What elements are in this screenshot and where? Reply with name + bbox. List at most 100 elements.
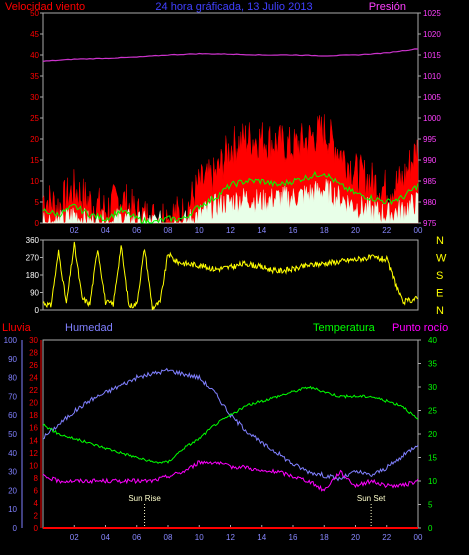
wind-x-tick: 00 [414, 226, 423, 235]
direction-tick: 270 [26, 254, 40, 263]
climate-x-tick: 16 [289, 533, 298, 542]
temperature-tick: 30 [428, 383, 437, 392]
rain-tick: 18 [29, 411, 38, 420]
temperature-tick: 5 [428, 501, 433, 510]
temperature-tick: 10 [428, 477, 437, 486]
pressure-tick: 980 [423, 198, 437, 207]
direction-panel-frame [42, 239, 419, 311]
pressure-tick: 1005 [423, 93, 441, 102]
humidity-tick: 30 [8, 468, 17, 477]
compass-label: N [436, 305, 444, 317]
wind-x-tick: 10 [195, 226, 204, 235]
wind-x-tick: 20 [351, 226, 360, 235]
compass-label: W [436, 253, 447, 265]
climate-x-tick: 10 [195, 533, 204, 542]
wind-speed-tick: 25 [30, 114, 39, 123]
wind-speed-tick: 40 [30, 51, 39, 60]
pressure-tick: 995 [423, 135, 437, 144]
wind-speed-tick: 45 [30, 30, 39, 39]
dewpoint-label: Punto rocío [392, 322, 448, 334]
wind-x-tick: 02 [70, 226, 79, 235]
wind-avg-series [42, 170, 419, 225]
rain-tick: 12 [29, 449, 38, 458]
direction-tick: 90 [30, 289, 39, 298]
pressure-tick: 975 [423, 219, 437, 228]
rain-tick: 2 [34, 511, 39, 520]
climate-x-tick: 22 [382, 533, 391, 542]
direction-tick: 180 [26, 271, 40, 280]
direction-tick: 360 [26, 236, 40, 245]
humidity-tick: 50 [8, 430, 17, 439]
rain-tick: 16 [29, 424, 38, 433]
rain-tick: 30 [29, 336, 38, 345]
wind-x-tick: 06 [132, 226, 141, 235]
wind-speed-tick: 35 [30, 72, 39, 81]
wind-x-tick: 12 [226, 226, 235, 235]
climate-x-tick: 06 [132, 533, 141, 542]
humidity-tick: 60 [8, 411, 17, 420]
compass-label: E [436, 288, 443, 300]
climate-x-tick: 08 [164, 533, 173, 542]
humidity-series [42, 367, 419, 482]
rain-tick: 0 [34, 524, 39, 533]
pressure-tick: 1000 [423, 114, 441, 123]
sun-set-label: Sun Set [357, 494, 386, 503]
sun-rise-label: Sun Rise [128, 494, 161, 503]
wind-speed-tick: 50 [30, 9, 39, 18]
pressure-tick: 1020 [423, 30, 441, 39]
compass-label: S [436, 270, 443, 282]
direction-tick: 0 [35, 306, 40, 315]
wind-speed-tick: 20 [30, 135, 39, 144]
temperature-series [42, 385, 419, 464]
temperature-tick: 25 [428, 407, 437, 416]
climate-x-tick: 14 [257, 533, 266, 542]
climate-x-tick: 12 [226, 533, 235, 542]
humidity-tick: 0 [13, 524, 18, 533]
rain-tick: 26 [29, 361, 38, 370]
temperature-tick: 0 [428, 524, 433, 533]
humidity-tick: 80 [8, 374, 17, 383]
pressure-tick: 990 [423, 156, 437, 165]
wind-x-tick: 16 [289, 226, 298, 235]
climate-x-tick: 18 [320, 533, 329, 542]
rain-tick: 14 [29, 436, 38, 445]
humidity-tick: 100 [4, 336, 18, 345]
climate-x-tick: 20 [351, 533, 360, 542]
temperature-label: Temperatura [313, 322, 376, 334]
rain-tick: 24 [29, 374, 38, 383]
climate-x-tick: 02 [70, 533, 79, 542]
climate-x-tick: 00 [414, 533, 423, 542]
humidity-tick: 70 [8, 392, 17, 401]
rain-tick: 6 [34, 486, 39, 495]
wind-speed-tick: 0 [35, 219, 40, 228]
pressure-tick: 985 [423, 177, 437, 186]
wind-x-tick: 04 [101, 226, 110, 235]
rain-tick: 20 [29, 399, 38, 408]
pressure-tick: 1010 [423, 72, 441, 81]
compass-label: N [436, 235, 444, 247]
humidity-tick: 90 [8, 355, 17, 364]
wind-min-series [42, 179, 419, 224]
pressure-label: Presión [369, 1, 406, 13]
pressure-tick: 1015 [423, 51, 441, 60]
dewpoint-series [42, 460, 419, 492]
rain-tick: 28 [29, 349, 38, 358]
wind-x-tick: 14 [257, 226, 266, 235]
rain-label: Lluvia [2, 322, 32, 334]
wind-x-tick: 18 [320, 226, 329, 235]
rain-tick: 4 [34, 499, 39, 508]
wind-speed-tick: 15 [30, 156, 39, 165]
wind-speed-tick: 10 [30, 177, 39, 186]
wind-x-tick: 08 [164, 226, 173, 235]
wind-speed-tick: 5 [35, 198, 40, 207]
temperature-tick: 40 [428, 336, 437, 345]
pressure-tick: 1025 [423, 9, 441, 18]
temperature-tick: 15 [428, 454, 437, 463]
climate-x-tick: 04 [101, 533, 110, 542]
chart-title: 24 hora gráficada, 13 Julio 2013 [155, 1, 312, 13]
humidity-label: Humedad [65, 322, 113, 334]
rain-tick: 10 [29, 461, 38, 470]
humidity-tick: 40 [8, 449, 17, 458]
